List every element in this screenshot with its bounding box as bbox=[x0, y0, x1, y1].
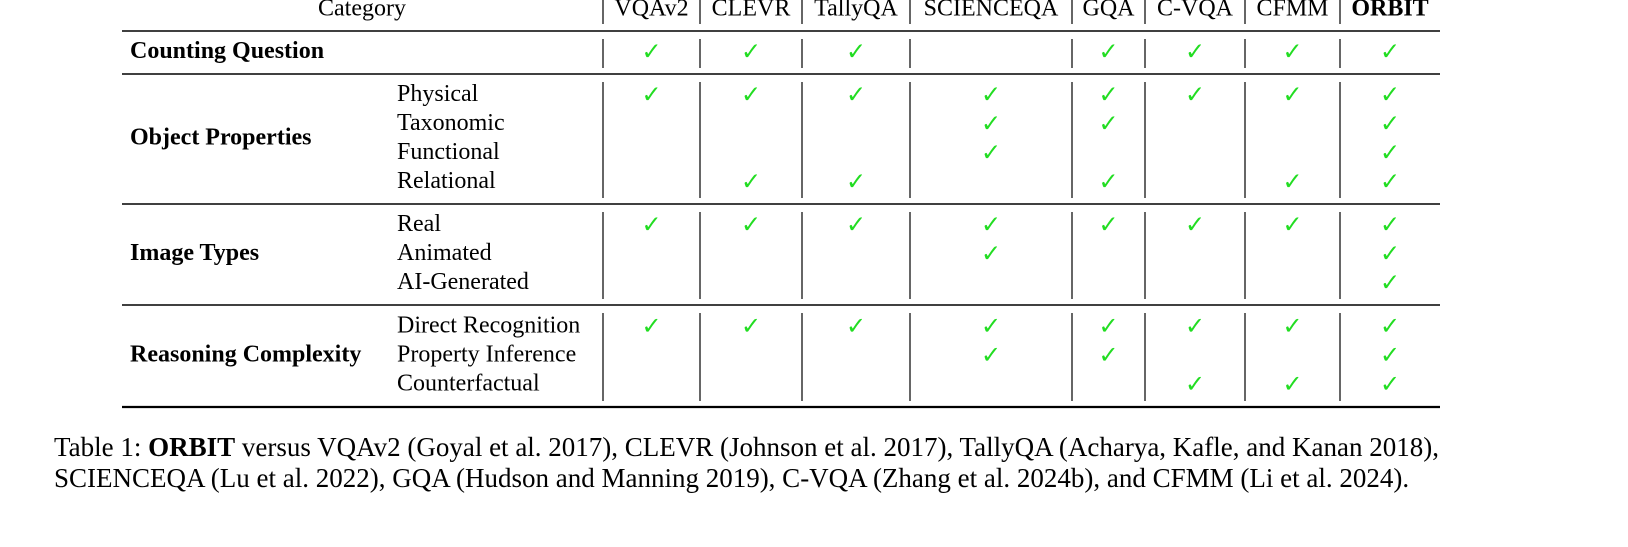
check-mark: ✓ bbox=[981, 110, 1001, 138]
check-mark: ✓ bbox=[641, 211, 661, 239]
check-mark: ✓ bbox=[846, 81, 866, 109]
row-label: Counterfactual bbox=[397, 371, 540, 397]
check-mark: ✓ bbox=[1098, 211, 1118, 239]
group-label: Object Properties bbox=[130, 125, 312, 151]
check-mark: ✓ bbox=[1380, 110, 1400, 138]
check-mark: ✓ bbox=[1098, 38, 1118, 66]
check-mark: ✓ bbox=[641, 38, 661, 66]
check-mark: ✓ bbox=[981, 240, 1001, 268]
check-mark: ✓ bbox=[1380, 269, 1400, 297]
check-mark: ✓ bbox=[741, 81, 761, 109]
check-mark: ✓ bbox=[1185, 38, 1205, 66]
row-label: Relational bbox=[397, 168, 496, 194]
check-mark: ✓ bbox=[1380, 38, 1400, 66]
check-mark: ✓ bbox=[846, 312, 866, 340]
header-category: Category bbox=[318, 0, 406, 22]
check-mark: ✓ bbox=[1098, 110, 1118, 138]
column-header: CFMM bbox=[1256, 0, 1328, 22]
check-mark: ✓ bbox=[981, 211, 1001, 239]
check-mark: ✓ bbox=[741, 211, 761, 239]
group-label: Reasoning Complexity bbox=[130, 342, 361, 368]
check-mark: ✓ bbox=[1282, 168, 1302, 196]
check-mark: ✓ bbox=[741, 312, 761, 340]
check-mark: ✓ bbox=[1098, 312, 1118, 340]
row-label: Functional bbox=[397, 139, 500, 165]
check-mark: ✓ bbox=[741, 38, 761, 66]
column-header: TallyQA bbox=[814, 0, 898, 22]
group-label: Image Types bbox=[130, 240, 259, 266]
check-mark: ✓ bbox=[1185, 370, 1205, 398]
check-mark: ✓ bbox=[1282, 38, 1302, 66]
check-mark: ✓ bbox=[1282, 370, 1302, 398]
check-mark: ✓ bbox=[1282, 211, 1302, 239]
check-mark: ✓ bbox=[846, 38, 866, 66]
column-header: ORBIT bbox=[1351, 0, 1428, 22]
caption-line-2: SCIENCEQA (Lu et al. 2022), GQA (Hudson … bbox=[54, 463, 1409, 493]
check-mark: ✓ bbox=[1098, 341, 1118, 369]
check-mark: ✓ bbox=[981, 139, 1001, 167]
column-header: VQAv2 bbox=[614, 0, 688, 22]
row-label: Property Inference bbox=[397, 342, 576, 368]
check-mark: ✓ bbox=[1098, 81, 1118, 109]
caption-prefix: Table 1: bbox=[54, 432, 141, 462]
check-mark: ✓ bbox=[1380, 341, 1400, 369]
row-label: Direct Recognition bbox=[397, 313, 580, 339]
group-label: Counting Question bbox=[130, 38, 324, 64]
check-mark: ✓ bbox=[846, 168, 866, 196]
check-mark: ✓ bbox=[1185, 312, 1205, 340]
caption-text: versus VQAv2 (Goyal et al. 2017), CLEVR … bbox=[242, 432, 1439, 462]
check-mark: ✓ bbox=[641, 312, 661, 340]
column-header: CLEVR bbox=[712, 0, 791, 22]
check-mark: ✓ bbox=[1380, 312, 1400, 340]
caption-name: ORBIT bbox=[148, 432, 235, 462]
check-mark: ✓ bbox=[1380, 370, 1400, 398]
row-label: Physical bbox=[397, 81, 479, 107]
check-mark: ✓ bbox=[981, 312, 1001, 340]
check-mark: ✓ bbox=[1282, 81, 1302, 109]
column-header: C-VQA bbox=[1157, 0, 1234, 22]
check-mark: ✓ bbox=[1380, 81, 1400, 109]
row-label: Real bbox=[397, 211, 441, 237]
check-mark: ✓ bbox=[981, 341, 1001, 369]
caption-line-1: Table 1: ORBIT versus VQAv2 (Goyal et al… bbox=[54, 432, 1439, 462]
check-mark: ✓ bbox=[1380, 168, 1400, 196]
check-mark: ✓ bbox=[1098, 168, 1118, 196]
check-mark: ✓ bbox=[1380, 139, 1400, 167]
check-mark: ✓ bbox=[1185, 211, 1205, 239]
check-mark: ✓ bbox=[1380, 240, 1400, 268]
check-mark: ✓ bbox=[741, 168, 761, 196]
check-mark: ✓ bbox=[1380, 211, 1400, 239]
check-mark: ✓ bbox=[1185, 81, 1205, 109]
check-mark: ✓ bbox=[981, 81, 1001, 109]
check-mark: ✓ bbox=[641, 81, 661, 109]
row-label: AI-Generated bbox=[397, 269, 529, 295]
row-label: Animated bbox=[397, 240, 492, 266]
column-header: GQA bbox=[1083, 0, 1136, 22]
row-label: Taxonomic bbox=[397, 110, 505, 136]
column-header: SCIENCEQA bbox=[924, 0, 1059, 22]
check-mark: ✓ bbox=[846, 211, 866, 239]
check-mark: ✓ bbox=[1282, 312, 1302, 340]
